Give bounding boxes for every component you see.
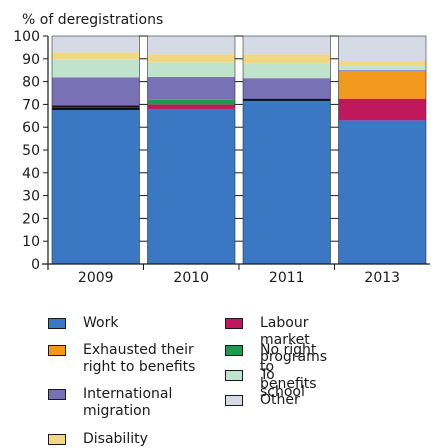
legend-item-international-migration: International migration xyxy=(48,386,218,420)
x-tick-label: 2011 xyxy=(269,270,305,286)
y-tick-label: 90 xyxy=(22,52,40,68)
legend-swatch-other xyxy=(225,395,243,406)
bar-segment xyxy=(147,36,235,55)
chart-title: % of deregistrations xyxy=(22,12,163,28)
y-tick-label: 40 xyxy=(22,166,40,182)
legend-item-to-school: To school xyxy=(225,367,305,401)
x-tick-label: 2010 xyxy=(173,270,209,286)
x-tick-label: 2009 xyxy=(78,270,114,286)
bar-segment xyxy=(338,98,426,121)
y-tick-label: 100 xyxy=(13,29,40,45)
stacked-bar-chart: % of deregistrations 2009 2010 2011 2013010… xyxy=(13,12,430,286)
legend-swatch-international-migration xyxy=(48,389,66,400)
legend-item-no-right: No right to benefits xyxy=(225,342,317,393)
bar-segment xyxy=(338,71,426,99)
bar-segment xyxy=(338,120,426,264)
legend-swatch-labour-market xyxy=(225,318,243,329)
bar-segment xyxy=(338,65,426,71)
legend-label-exhausted: Exhausted their right to benefits xyxy=(83,342,196,375)
bar-segment xyxy=(147,104,235,109)
bar-segment xyxy=(243,78,331,100)
legend-swatch-to-school xyxy=(225,370,243,381)
legend-label-disability: Disability xyxy=(83,431,148,447)
bar-segment xyxy=(147,54,235,63)
legend-label-other: Other xyxy=(260,392,300,408)
y-tick-label: 20 xyxy=(22,211,40,227)
legend-item-other: Other xyxy=(225,392,300,409)
legend-label-to-school: To school xyxy=(260,367,305,400)
bar-segment xyxy=(147,62,235,78)
bar-segment xyxy=(147,77,235,100)
bar-segment xyxy=(338,36,426,62)
legend-label-work: Work xyxy=(83,315,119,331)
y-tick-label: 10 xyxy=(22,234,40,250)
x-tick-label: 2013 xyxy=(364,270,400,286)
y-tick-label: 80 xyxy=(22,75,40,91)
y-tick-label: 70 xyxy=(22,97,40,113)
legend-item-labour-market: Labour market programs xyxy=(225,315,327,366)
y-tick-label: 30 xyxy=(22,189,40,205)
legend-label-labour-market: Labour market programs xyxy=(260,315,328,365)
y-tick-label: 0 xyxy=(31,257,40,273)
bar-segment xyxy=(338,70,426,72)
bar-segment xyxy=(52,59,140,78)
bar-segment xyxy=(243,99,331,264)
bar-segment xyxy=(52,108,140,265)
legend-item-work: Work xyxy=(48,315,118,332)
bar-segment xyxy=(147,108,235,265)
legend-label-international-migration: International migration xyxy=(83,386,173,419)
legend-swatch-disability xyxy=(48,434,66,445)
legend-item-exhausted: Exhausted their right to benefits xyxy=(48,342,218,376)
legend-swatch-exhausted xyxy=(48,345,66,356)
bar-segment xyxy=(243,63,331,79)
bar-segment xyxy=(243,36,331,55)
bar-segment xyxy=(147,99,235,105)
bar-segment xyxy=(52,36,140,53)
bar-segment xyxy=(338,61,426,66)
bar-segment xyxy=(52,52,140,60)
legend-swatch-work xyxy=(48,318,66,329)
legend-label-no-right: No right to benefits xyxy=(260,342,317,392)
y-tick-label: 50 xyxy=(22,143,40,159)
bar-segment xyxy=(52,77,140,109)
bar-segment xyxy=(243,54,331,64)
y-tick-label: 60 xyxy=(22,120,40,136)
legend-item-disability: Disability xyxy=(48,431,148,448)
legend-swatch-no-right xyxy=(225,345,243,356)
